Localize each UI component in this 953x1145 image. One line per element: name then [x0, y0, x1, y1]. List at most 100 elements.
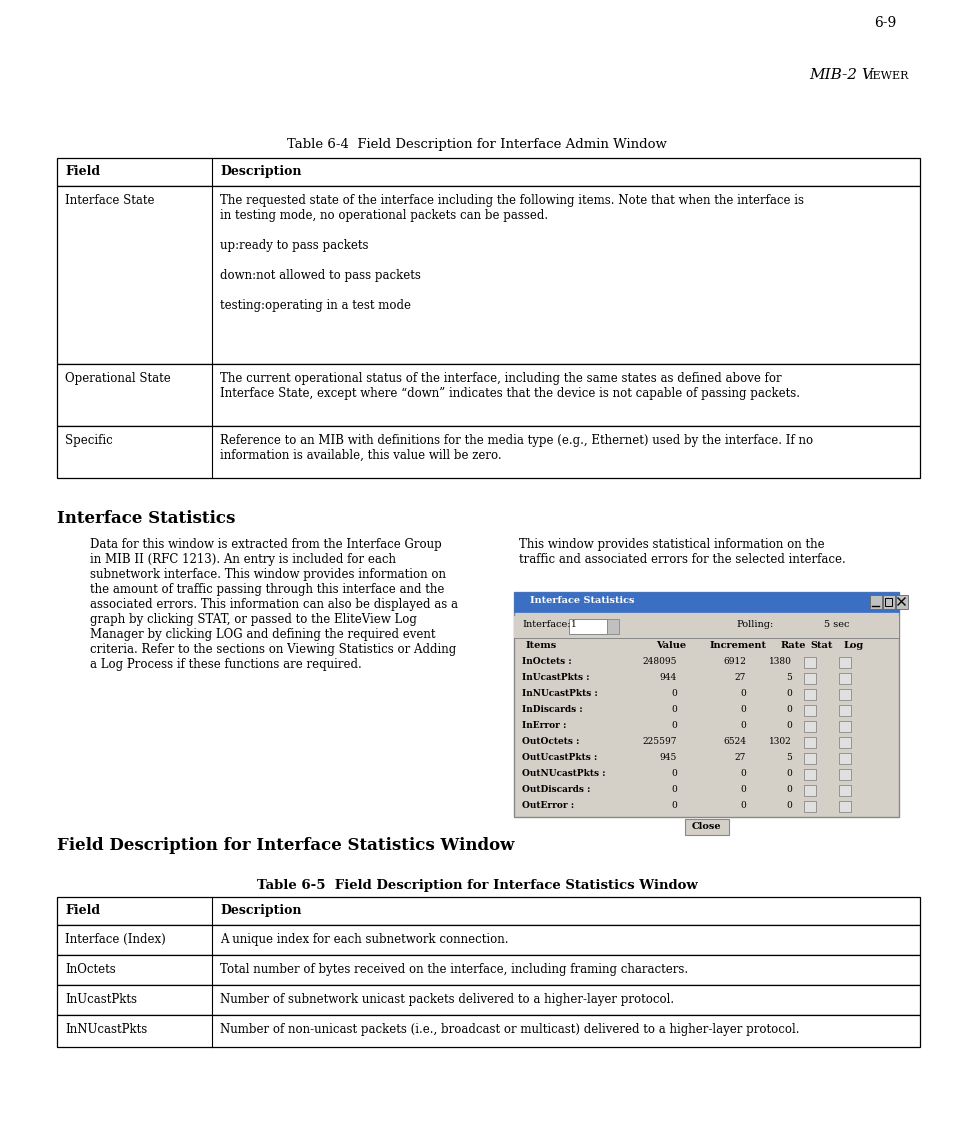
- Bar: [514, 592, 898, 611]
- Text: The requested state of the interface including the following items. Note that wh: The requested state of the interface inc…: [220, 194, 803, 311]
- Text: Value: Value: [656, 641, 685, 650]
- Text: 0: 0: [785, 785, 791, 793]
- Text: Table 6-5  Field Description for Interface Statistics Window: Table 6-5 Field Description for Interfac…: [256, 879, 697, 892]
- Text: Interface State: Interface State: [65, 194, 154, 207]
- Bar: [803, 705, 815, 716]
- Text: 945: 945: [659, 753, 677, 763]
- Text: 5: 5: [785, 673, 791, 682]
- Text: InNUcastPkts :: InNUcastPkts :: [521, 689, 598, 698]
- Text: Data for this window is extracted from the Interface Group
in MIB II (RFC 1213).: Data for this window is extracted from t…: [90, 538, 457, 671]
- Text: 6524: 6524: [722, 737, 745, 747]
- Bar: [803, 721, 815, 732]
- Bar: [803, 737, 815, 748]
- Text: InOctets :: InOctets :: [521, 657, 571, 666]
- Bar: [838, 785, 850, 796]
- Bar: [803, 689, 815, 700]
- Bar: [838, 737, 850, 748]
- Text: InOctets: InOctets: [65, 963, 115, 976]
- Text: 1: 1: [571, 619, 577, 629]
- Text: 6912: 6912: [722, 657, 745, 666]
- Text: Interface (Index): Interface (Index): [65, 933, 166, 946]
- Text: Close: Close: [691, 822, 720, 831]
- Text: OutDiscards :: OutDiscards :: [521, 785, 590, 793]
- Text: 1380: 1380: [768, 657, 791, 666]
- Text: Interface Statistics: Interface Statistics: [530, 597, 634, 605]
- Text: 0: 0: [671, 802, 677, 810]
- Text: Polling:: Polling:: [735, 619, 773, 629]
- Text: Field: Field: [65, 165, 100, 177]
- Text: 0: 0: [740, 689, 745, 698]
- Bar: [514, 592, 898, 818]
- Text: 0: 0: [671, 769, 677, 777]
- Text: 0: 0: [785, 802, 791, 810]
- Text: IEWER: IEWER: [867, 71, 907, 81]
- Text: Stat: Stat: [809, 641, 832, 650]
- Bar: [57, 897, 919, 925]
- Bar: [57, 364, 919, 426]
- Text: 27: 27: [734, 753, 745, 763]
- Text: InError :: InError :: [521, 721, 566, 731]
- Text: 5 sec: 5 sec: [823, 619, 848, 629]
- Text: 27: 27: [734, 673, 745, 682]
- Bar: [803, 802, 815, 812]
- Text: Reference to an MIB with definitions for the media type (e.g., Ethernet) used by: Reference to an MIB with definitions for…: [220, 434, 812, 461]
- Text: 0: 0: [671, 721, 677, 731]
- Text: Rate: Rate: [781, 641, 805, 650]
- Text: Number of subnetwork unicast packets delivered to a higher-layer protocol.: Number of subnetwork unicast packets del…: [220, 993, 674, 1006]
- Bar: [838, 802, 850, 812]
- Text: Description: Description: [220, 165, 301, 177]
- Bar: [568, 619, 606, 634]
- Bar: [803, 673, 815, 684]
- Bar: [882, 595, 894, 609]
- Bar: [606, 619, 618, 634]
- Bar: [57, 158, 919, 185]
- Bar: [57, 185, 919, 364]
- Text: 225597: 225597: [641, 737, 677, 747]
- Bar: [869, 595, 882, 609]
- Text: Interface Statistics: Interface Statistics: [57, 510, 235, 527]
- Text: 0: 0: [740, 721, 745, 731]
- Text: InUcastPkts :: InUcastPkts :: [521, 673, 589, 682]
- Text: The current operational status of the interface, including the same states as de: The current operational status of the in…: [220, 372, 800, 400]
- Text: 5: 5: [785, 753, 791, 763]
- Bar: [838, 657, 850, 668]
- Text: OutOctets :: OutOctets :: [521, 737, 578, 747]
- Text: Total number of bytes received on the interface, including framing characters.: Total number of bytes received on the in…: [220, 963, 687, 976]
- Bar: [884, 598, 891, 606]
- Text: OutNUcastPkts :: OutNUcastPkts :: [521, 769, 605, 777]
- Bar: [838, 769, 850, 780]
- Text: InDiscards :: InDiscards :: [521, 705, 582, 714]
- Text: MIB-2 V: MIB-2 V: [808, 68, 872, 82]
- Text: Specific: Specific: [65, 434, 112, 447]
- Text: Log: Log: [843, 641, 863, 650]
- Text: 248095: 248095: [641, 657, 677, 666]
- Bar: [803, 785, 815, 796]
- Bar: [57, 426, 919, 477]
- Bar: [57, 985, 919, 1014]
- Text: InUcastPkts: InUcastPkts: [65, 993, 137, 1006]
- Text: Operational State: Operational State: [65, 372, 171, 385]
- Text: Description: Description: [220, 905, 301, 917]
- Text: Field: Field: [65, 905, 100, 917]
- Bar: [514, 616, 898, 638]
- Bar: [803, 769, 815, 780]
- Bar: [838, 753, 850, 764]
- Bar: [684, 819, 728, 835]
- Text: 0: 0: [785, 769, 791, 777]
- Text: Table 6-4  Field Description for Interface Admin Window: Table 6-4 Field Description for Interfac…: [287, 139, 666, 151]
- Text: OutUcastPkts :: OutUcastPkts :: [521, 753, 597, 763]
- Bar: [803, 657, 815, 668]
- Text: Items: Items: [525, 641, 557, 650]
- Bar: [57, 955, 919, 985]
- Text: Interface:: Interface:: [521, 619, 570, 629]
- Text: 0: 0: [785, 705, 791, 714]
- Bar: [895, 595, 907, 609]
- Text: 0: 0: [740, 785, 745, 793]
- Text: 0: 0: [785, 721, 791, 731]
- Text: OutError :: OutError :: [521, 802, 574, 810]
- Text: Field Description for Interface Statistics Window: Field Description for Interface Statisti…: [57, 837, 514, 854]
- Text: A unique index for each subnetwork connection.: A unique index for each subnetwork conne…: [220, 933, 508, 946]
- Text: InNUcastPkts: InNUcastPkts: [65, 1022, 147, 1036]
- Text: 1302: 1302: [768, 737, 791, 747]
- Text: 944: 944: [659, 673, 677, 682]
